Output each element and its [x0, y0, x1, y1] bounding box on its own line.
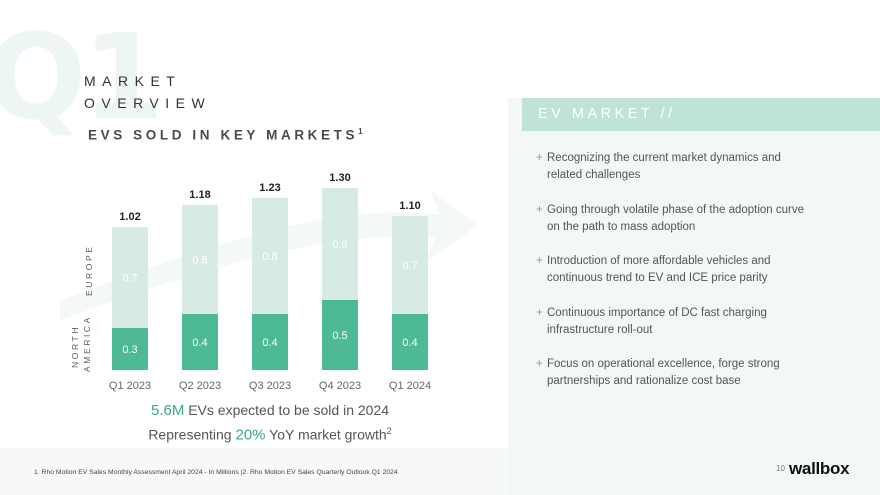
section-title-line2: OVERVIEW [84, 95, 212, 111]
bar-label-europe: 0.8 [332, 239, 347, 251]
bullet-item: + Introduction of more affordable vehicle… [536, 253, 816, 287]
bar-europe [182, 204, 218, 314]
bar-europe [392, 216, 428, 314]
bar-label-europe: 0.7 [402, 260, 417, 272]
bar-north-america [182, 314, 218, 370]
ev-market-header: EV MARKET // [522, 98, 880, 131]
bullet-text: Introduction of more affordable vehicles… [547, 255, 771, 284]
bullet-item: + Continuous importance of DC fast chargi… [536, 305, 816, 339]
summary-text-2b: YoY market growth [265, 426, 387, 443]
wallbox-logo: wallbox [789, 459, 850, 478]
x-tick-label: Q4 2023 [319, 380, 361, 392]
chart-title: EVS SOLD IN KEY MARKETS1 [88, 127, 363, 143]
summary-text-1: EVs expected to be sold in 2024 [184, 402, 390, 418]
bar-total-label: 1.23 [259, 182, 280, 194]
page-number: 10 [776, 464, 785, 473]
bar-europe [322, 188, 358, 300]
section-title: MARKET OVERVIEW [84, 70, 211, 114]
bar-north-america [252, 314, 288, 370]
bullet-item: + Going through volatile phase of the ado… [536, 202, 816, 236]
bar-total-label: 1.10 [399, 200, 420, 212]
footer-band [0, 448, 508, 495]
plus-icon: + [536, 255, 543, 267]
bar-north-america [112, 328, 148, 370]
ev-market-panel [508, 98, 880, 495]
bar-label-europe: 0.8 [262, 251, 277, 263]
x-tick-label: Q1 2023 [109, 380, 151, 392]
bar-label-europe: 0.7 [122, 273, 137, 285]
summary-line-1: 5.6M EVs expected to be sold in 2024 [0, 402, 540, 419]
bar-total-label: 1.30 [329, 172, 350, 184]
bar-label-north-america: 0.3 [122, 344, 137, 356]
q1-watermark: Q1 [0, 8, 164, 146]
bar-label-north-america: 0.4 [262, 337, 277, 349]
bullet-text: Continuous importance of DC fast chargin… [547, 306, 767, 336]
bullet-text: Focus on operational excellence, forge s… [547, 358, 780, 387]
bar-north-america [322, 300, 358, 370]
summary-text-2a: Representing [148, 426, 236, 443]
ev-market-bullets: + Recognizing the current market dynamics… [536, 150, 816, 408]
x-tick-label: Q3 2023 [249, 380, 291, 392]
summary-highlight-units: 5.6M [150, 402, 185, 419]
bar-label-north-america: 0.4 [192, 337, 207, 349]
footnote: 1. Rho Motion EV Sales Monthly Assessmen… [34, 469, 398, 476]
bar-europe [252, 197, 288, 314]
bar-label-europe: 0.8 [192, 254, 207, 266]
chart-title-footnote: 1 [358, 127, 363, 136]
bar-total-label: 1.02 [119, 211, 140, 223]
bar-europe [112, 227, 148, 328]
bullet-text: Recognizing the current market dynamics … [547, 152, 781, 181]
bar-north-america [392, 314, 428, 370]
bar-label-north-america: 0.5 [332, 330, 347, 342]
bar-total-label: 1.18 [189, 189, 210, 201]
summary-footnote-ref: 2 [386, 426, 392, 436]
plus-icon: + [536, 358, 543, 370]
ev-sales-chart: 0.7 0.3 1.02 Q1 2023 0.8 0.4 1.18 Q2 2023 0.8 0.4… [109, 172, 431, 392]
x-tick-label: Q2 2023 [179, 380, 221, 392]
ev-market-header-text: EV MARKET // [538, 106, 676, 122]
plus-icon: + [536, 152, 543, 164]
summary-line-2: Representing 20% YoY market growth2 [0, 426, 540, 444]
section-title-line1: MARKET [84, 73, 182, 89]
plus-icon: + [536, 306, 543, 319]
bar-label-north-america: 0.4 [402, 337, 417, 349]
x-tick-label: Q1 2024 [389, 380, 431, 392]
summary-highlight-growth: 20% [235, 426, 266, 444]
bullet-item: + Focus on operational excellence, forge … [536, 356, 816, 390]
plus-icon: + [536, 203, 543, 216]
chart-title-text: EVS SOLD IN KEY MARKETS [88, 127, 359, 143]
bullet-text: Going through volatile phase of the adop… [547, 203, 805, 233]
bullet-item: + Recognizing the current market dynamics… [536, 150, 816, 184]
